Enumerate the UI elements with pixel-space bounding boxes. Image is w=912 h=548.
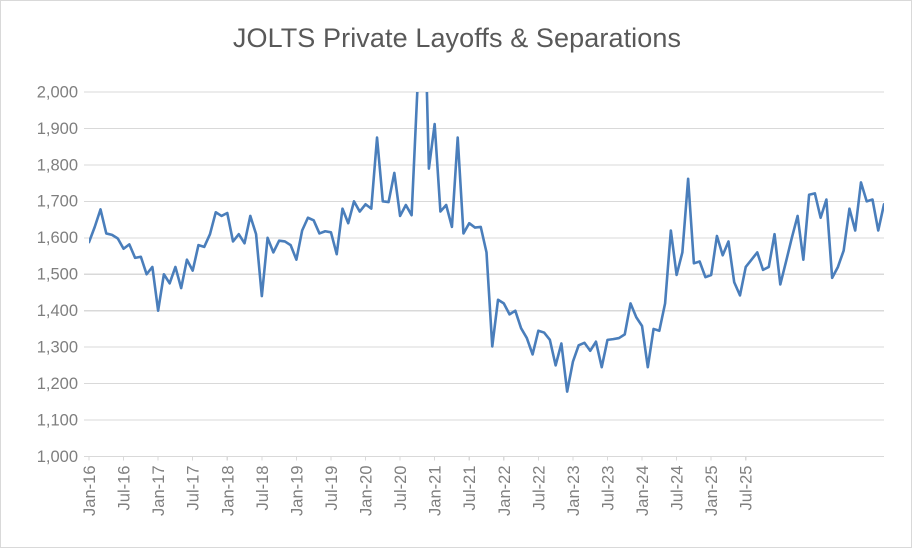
- x-axis-tick-label: Jul-19: [323, 466, 341, 511]
- y-axis-tick-label: 1,700: [37, 193, 78, 211]
- x-axis-tick-label: Jul-16: [116, 466, 134, 511]
- x-axis-tick-label: Jan-16: [81, 466, 99, 516]
- x-axis-tick-label: Jan-21: [427, 466, 445, 516]
- y-axis-tick-label: 1,300: [37, 339, 78, 357]
- y-axis-tick-labels: 2,000 1,900 1,800 1,700 1,600 1,500 1,400 1,300…: [37, 83, 78, 466]
- y-axis-tick-label: 1,400: [37, 302, 78, 320]
- gridlines: [89, 91, 884, 458]
- y-axis-tick-label: 1,800: [37, 156, 78, 174]
- x-axis-tick-label: Jul-25: [738, 466, 756, 511]
- y-axis-tick-label: 1,100: [37, 411, 78, 429]
- x-axis-tick-label: Jul-24: [669, 466, 687, 511]
- x-axis-tick-label: Jul-18: [254, 466, 272, 511]
- y-axis-tickmarks: [84, 91, 747, 461]
- x-axis-tick-label: Jul-23: [599, 466, 617, 511]
- x-axis-tick-labels: Jan-16 Jul-16 Jan-17 Jul-17 Jan-18 Jul-18 Jan-…: [81, 466, 756, 516]
- x-axis-tick-label: Jul-20: [392, 466, 410, 511]
- y-axis-tick-label: 1,200: [37, 375, 78, 393]
- x-axis-tick-label: Jul-22: [530, 466, 548, 511]
- x-axis-tick-label: Jul-17: [185, 466, 203, 511]
- y-axis-tick-label: 1,500: [37, 266, 78, 284]
- x-axis-tick-label: Jan-25: [703, 466, 721, 516]
- chart-title: JOLTS Private Layoffs & Separations: [232, 23, 682, 53]
- x-axis-tick-label: Jan-19: [288, 466, 306, 516]
- y-axis-tick-label: 2,000: [37, 83, 78, 101]
- x-axis-tick-label: Jan-24: [634, 466, 652, 516]
- data-series-line: [89, 92, 884, 393]
- x-axis-tick-label: Jan-23: [565, 466, 583, 516]
- x-axis-tick-label: Jan-18: [219, 466, 237, 516]
- y-axis-tick-label: 1,900: [37, 120, 78, 138]
- y-axis-tick-label: 1,600: [37, 229, 78, 247]
- x-axis-tick-label: Jan-20: [358, 466, 376, 516]
- y-axis-tick-label: 1,000: [37, 448, 78, 466]
- x-axis-tick-label: Jan-17: [150, 466, 168, 516]
- x-axis-tick-label: Jul-21: [461, 466, 479, 511]
- x-axis-tick-label: Jan-22: [496, 466, 514, 516]
